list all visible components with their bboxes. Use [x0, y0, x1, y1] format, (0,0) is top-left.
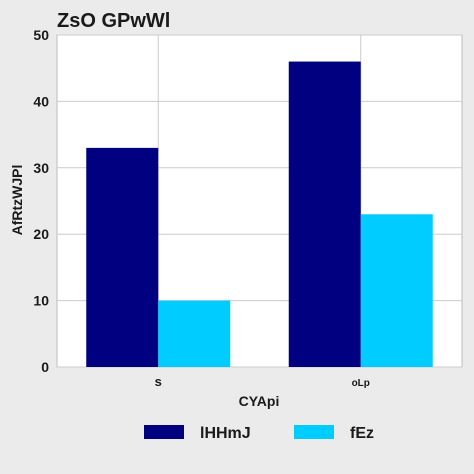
- bar-lHHmJ-oLp: [288, 61, 361, 368]
- y-tick-label: 0: [41, 359, 49, 375]
- bars: [86, 61, 433, 368]
- legend-swatch: [144, 425, 184, 439]
- legend-label: fEz: [350, 425, 374, 442]
- y-tick-label: 40: [33, 93, 49, 109]
- chart-title: ZsO GPwWl: [57, 10, 170, 32]
- y-tick-label: 30: [33, 160, 49, 176]
- bar-fEz-s: [158, 300, 231, 367]
- x-tick-labels: s oLp: [155, 374, 370, 389]
- y-tick-label: 50: [33, 27, 49, 43]
- y-tick-label: 20: [33, 226, 49, 242]
- legend-label: lHHmJ: [200, 425, 251, 442]
- x-tick-label: s: [155, 374, 162, 389]
- legend: lHHmJ fEz: [144, 425, 374, 442]
- bar-fEz-oLp: [360, 214, 433, 367]
- legend-swatch: [294, 425, 334, 439]
- x-axis-label: CYApi: [239, 393, 280, 409]
- y-tick-label: 10: [33, 293, 49, 309]
- y-axis-label: AfRtzWJPl: [9, 165, 25, 236]
- bar-lHHmJ-s: [86, 147, 159, 367]
- x-tick-label: oLp: [352, 378, 370, 389]
- y-tick-labels: 0 10 20 30 40 50: [33, 27, 49, 375]
